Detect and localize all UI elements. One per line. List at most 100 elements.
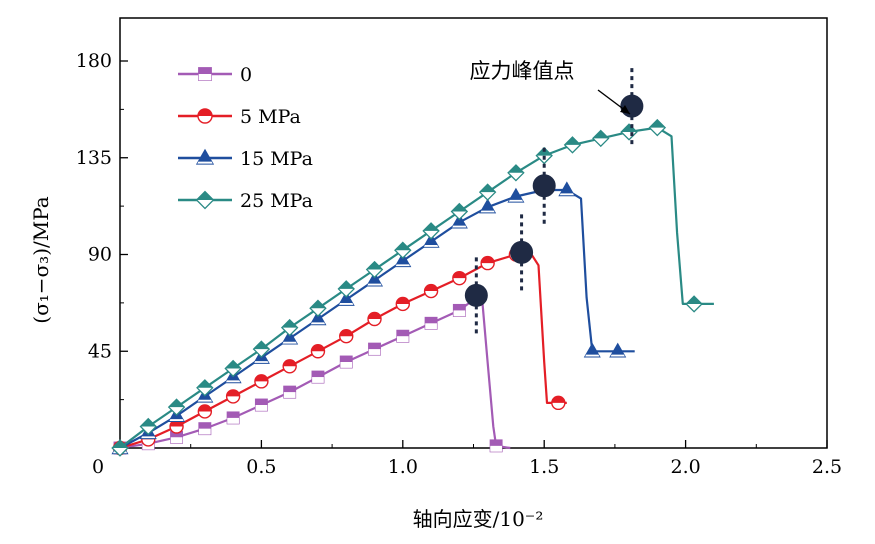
data-point (507, 187, 525, 203)
data-point-fill (396, 336, 409, 343)
data-point-fill (340, 362, 353, 368)
data-point (337, 290, 355, 306)
legend-label: 0 (240, 64, 252, 86)
data-point-fill (396, 297, 410, 304)
data-point-fill (395, 242, 411, 251)
data-point-fill (649, 119, 666, 128)
data-point-fill (197, 399, 212, 402)
data-point-fill (227, 417, 239, 424)
legend-item-1: 5 MPa (178, 106, 301, 128)
data-point-fill (585, 354, 600, 357)
data-point-fill (423, 244, 439, 247)
data-point-fill (141, 436, 156, 439)
legend-item-3: 25 MPa (178, 190, 313, 212)
series-line (119, 251, 567, 450)
legend-label: 5 MPa (240, 106, 301, 128)
y-axis-title: (σ₁−σ₃)/MPa (29, 196, 53, 323)
data-point (422, 232, 440, 248)
data-point-fill (311, 344, 325, 352)
data-point-fill (197, 380, 213, 388)
data-point-fill (253, 341, 270, 350)
axis-ticks: 0 0.5 1.0 1.5 2.0 2.5 45 90 135 180 (76, 50, 842, 478)
data-point-fill (686, 296, 702, 304)
data-point-fill (338, 281, 355, 289)
data-point-fill (490, 445, 502, 452)
data-point-fill (339, 329, 353, 337)
peak-point (510, 240, 534, 264)
legend-marker-fill (196, 191, 214, 200)
peak-point (532, 174, 556, 198)
data-point-fill (425, 323, 437, 330)
data-point (450, 213, 468, 229)
legend-item-0: 0 (178, 64, 252, 86)
data-point-fill (367, 283, 382, 286)
data-point-fill (226, 380, 241, 383)
legend: 0 5 MPa 15 MPa 25 MPa (178, 64, 313, 212)
data-point-fill (254, 361, 269, 363)
x-axis-title: 轴向应变/10⁻² (413, 507, 544, 531)
data-point-fill (310, 300, 326, 309)
data-point (309, 310, 327, 326)
peak-point (620, 94, 644, 118)
data-point-fill (255, 405, 268, 411)
data-point-fill (508, 199, 524, 202)
data-point (281, 329, 299, 345)
x-tick-label: 0 (92, 456, 104, 478)
data-point-fill (451, 203, 468, 212)
data-point-fill (559, 193, 574, 196)
x-tick-label: 0.5 (246, 456, 276, 478)
data-point-fill (453, 310, 466, 317)
data-point-fill (621, 124, 637, 132)
data-point-fill (283, 359, 297, 367)
data-point-fill (395, 264, 410, 267)
data-point-fill (480, 210, 495, 213)
data-point-fill (310, 322, 326, 325)
data-point-fill (168, 399, 185, 408)
data-point-fill (551, 396, 565, 403)
data-point-fill (281, 319, 298, 328)
series-layer (111, 118, 714, 457)
legend-marker-fill (198, 74, 212, 81)
data-point-fill (508, 165, 524, 173)
series-2 (111, 181, 635, 455)
y-tick-label: 45 (88, 340, 112, 362)
data-point-fill (368, 349, 381, 355)
x-tick-label: 2.5 (812, 456, 842, 478)
series-3 (111, 118, 714, 457)
data-point-fill (368, 312, 382, 319)
x-tick-label: 1.0 (388, 456, 418, 478)
data-point-fill (592, 130, 609, 139)
data-point (558, 181, 576, 197)
series-line (119, 188, 635, 449)
data-point-fill (225, 360, 241, 369)
x-tick-label: 1.5 (529, 456, 559, 478)
data-point (609, 342, 627, 358)
data-point-fill (564, 137, 581, 145)
y-tick-label: 135 (76, 147, 112, 169)
series-1 (112, 247, 567, 456)
data-point-fill (170, 437, 183, 444)
legend-label: 25 MPa (240, 190, 313, 212)
legend-marker (195, 148, 215, 165)
data-point-fill (479, 184, 496, 193)
data-point-fill (254, 374, 268, 382)
data-point-fill (112, 440, 128, 448)
data-point (394, 252, 412, 268)
peak-annotation-label: 应力峰值点 (470, 59, 575, 83)
data-point (583, 342, 601, 358)
data-point (366, 271, 384, 287)
data-point-fill (282, 341, 297, 344)
peak-annotation-arrowhead (620, 105, 630, 114)
legend-item-2: 15 MPa (178, 148, 313, 170)
legend-marker-fill (197, 161, 213, 164)
data-point-fill (610, 354, 625, 357)
data-point (479, 198, 497, 214)
data-point-fill (198, 404, 212, 412)
data-point-fill (536, 147, 552, 156)
legend-marker-fill (198, 109, 212, 116)
y-tick-label: 180 (76, 50, 112, 72)
data-point-fill (452, 271, 466, 279)
data-point-fill (140, 418, 157, 427)
y-tick-label: 90 (88, 244, 112, 266)
